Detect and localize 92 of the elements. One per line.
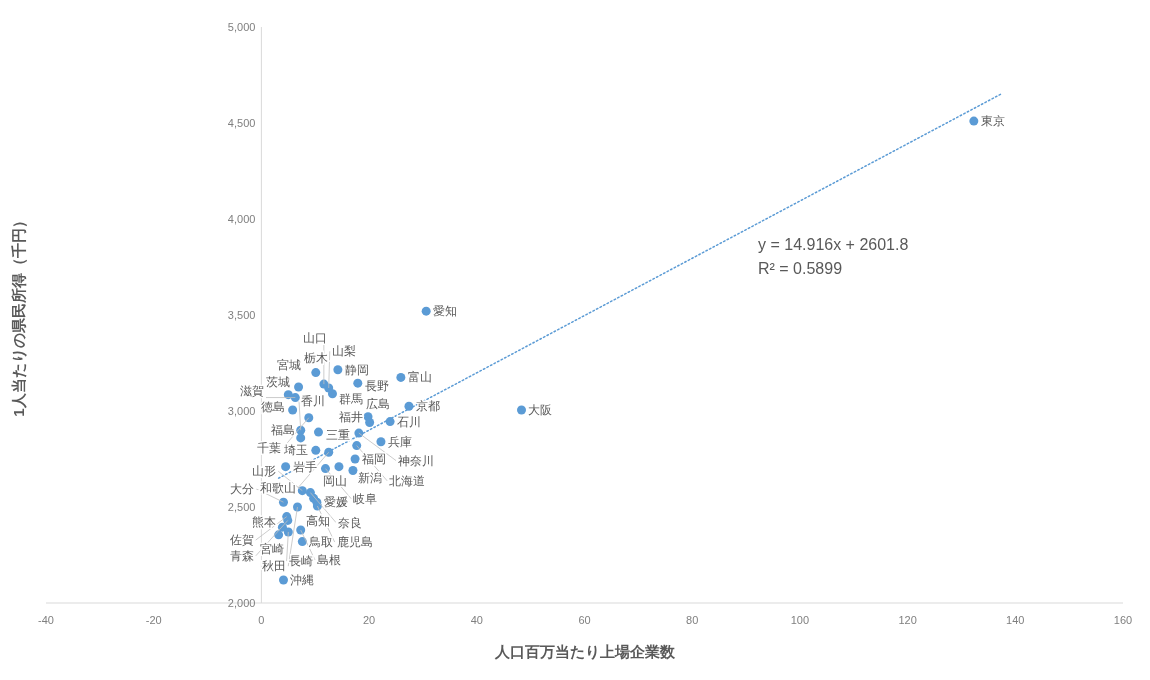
point: [304, 413, 314, 423]
point: [311, 445, 321, 455]
x-axis-title: 人口百万当たり上場企業数: [493, 643, 676, 660]
point: [421, 306, 431, 316]
annotation: 和歌山: [260, 480, 297, 495]
annotation: 埼玉: [282, 443, 308, 458]
trendline-equation: y = 14.916x + 2601.8 R² = 0.5899: [758, 236, 909, 277]
annotation: 秋田: [262, 559, 287, 574]
annotation: 熊本: [251, 515, 276, 530]
point: [278, 575, 288, 585]
annotation: 京都: [415, 399, 440, 414]
y-tick-label: 4,500: [227, 117, 256, 129]
annotation: 宮崎: [259, 541, 284, 556]
point: [517, 405, 526, 415]
point: [352, 441, 362, 451]
annotation: 福井: [338, 410, 363, 425]
x-tick-label: 120: [898, 614, 917, 626]
annotation: 千葉: [256, 440, 281, 455]
x-tick-label: -20: [145, 614, 162, 626]
point: [288, 405, 298, 415]
annotation: 石川: [397, 414, 422, 429]
annotation: 香川: [301, 394, 326, 409]
annotation: 神奈川: [398, 453, 435, 468]
x-tick-label: 0: [258, 614, 265, 626]
x-tick-label: -40: [38, 614, 54, 626]
annotation: 兵庫: [387, 434, 412, 449]
point: [396, 372, 406, 382]
x-tick-label: 40: [470, 614, 483, 626]
point: [333, 365, 343, 375]
point: [320, 464, 330, 474]
x-tick-label: 140: [1006, 614, 1025, 626]
annotation: 茨城: [266, 374, 291, 389]
x-tick-label: 100: [790, 614, 810, 626]
y-tick-label: 4,000: [227, 213, 256, 225]
annotation: 東京: [980, 114, 1005, 129]
point: [353, 378, 363, 388]
point: [969, 116, 979, 126]
annotation: 愛媛: [323, 495, 348, 510]
annotation: 徳島: [260, 400, 285, 415]
point: [313, 427, 323, 437]
x-tick-label: 160: [1113, 614, 1133, 626]
annotation: 広島: [366, 396, 391, 411]
annotation: 山形: [252, 464, 277, 479]
y-tick-label: 3,000: [227, 405, 256, 417]
annotation: 福岡: [362, 452, 387, 466]
y-tick-label: 2,000: [227, 597, 256, 609]
annotation: 北海道: [389, 473, 426, 488]
point: [290, 393, 300, 403]
x-tick-label: 20: [362, 614, 376, 626]
point: [350, 454, 360, 464]
annotation: 福島: [271, 423, 296, 438]
annotation: 大分: [230, 481, 255, 496]
point: [294, 382, 304, 392]
annotation: 青森: [229, 548, 254, 563]
annotation: 鹿児島: [336, 535, 373, 550]
point: [311, 368, 321, 378]
annotation: 栃木: [303, 350, 328, 365]
annotation: 愛知: [433, 304, 458, 319]
annotation: 群馬: [339, 391, 364, 406]
annotation: 滋賀: [239, 383, 264, 398]
point: [334, 462, 344, 472]
point: [348, 466, 358, 476]
annotation: 島根: [316, 552, 341, 567]
x-tick-label: 80: [686, 614, 699, 626]
annotation: 長野: [365, 378, 390, 393]
annotation: 新潟: [358, 471, 383, 486]
point: [327, 389, 337, 399]
annotation: 岡山: [323, 474, 348, 489]
annotation: 高知: [306, 514, 331, 529]
y-axis-title: 1人当たりの県民所得（千円）: [10, 213, 27, 417]
annotation: 静岡: [344, 362, 369, 377]
annotation: 岐阜: [353, 491, 378, 506]
y-tick-label: 5,000: [227, 21, 256, 33]
annotation: 三重: [326, 427, 351, 442]
y-tick-label: 2,500: [227, 501, 256, 513]
y-tick-label: 3,500: [227, 309, 256, 321]
annotation: 沖縄: [290, 572, 315, 587]
point: [376, 437, 386, 447]
point: [365, 418, 375, 428]
annotation: 鳥取: [308, 534, 334, 549]
annotation: 奈良: [338, 515, 363, 530]
x-tick-label: 60: [578, 614, 591, 626]
point: [278, 497, 288, 507]
point: [281, 462, 291, 472]
annotation: 宮城: [276, 358, 301, 373]
annotation: 佐賀: [229, 533, 254, 548]
point: [296, 433, 306, 443]
annotation: 富山: [407, 370, 432, 385]
annotation: 山口: [302, 330, 327, 345]
annotation: 長崎: [288, 554, 313, 569]
annotation: 大阪: [528, 403, 553, 418]
annotation: 山梨: [331, 344, 356, 359]
